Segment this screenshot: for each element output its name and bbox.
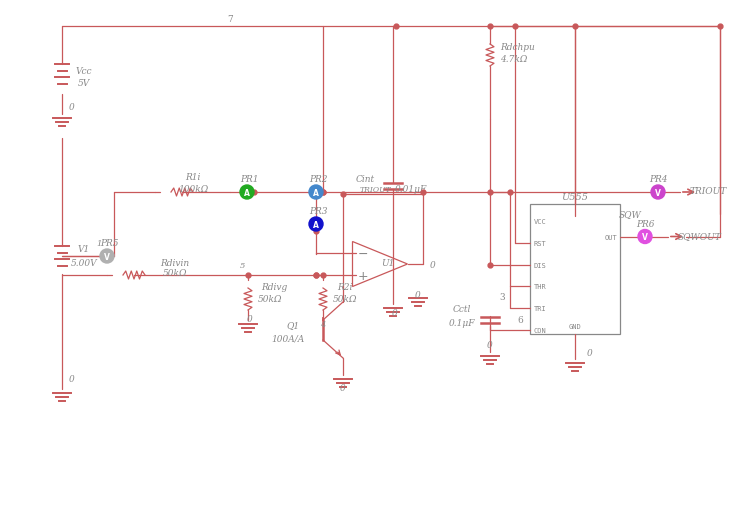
Text: V: V: [104, 252, 110, 261]
Text: U1: U1: [381, 258, 395, 267]
Text: 0: 0: [247, 314, 253, 323]
Bar: [530, 205, 620, 334]
Text: 5V: 5V: [78, 78, 90, 88]
Text: 0: 0: [587, 348, 593, 357]
Text: A: A: [244, 188, 250, 197]
Text: DIS: DIS: [534, 262, 547, 268]
Text: −: −: [358, 247, 368, 260]
Text: R2i: R2i: [337, 283, 352, 292]
Text: Q1: Q1: [286, 321, 299, 330]
Circle shape: [100, 249, 114, 264]
Text: 0.1μF: 0.1μF: [448, 318, 475, 327]
Circle shape: [651, 186, 665, 200]
Text: 7: 7: [227, 14, 233, 23]
Text: Rdivin: Rdivin: [160, 258, 189, 267]
Text: Cctl: Cctl: [453, 305, 471, 314]
Text: 6: 6: [517, 316, 523, 325]
Text: 0: 0: [392, 308, 398, 317]
Text: 0: 0: [430, 261, 436, 270]
Text: A: A: [313, 220, 319, 229]
Text: 0: 0: [487, 340, 493, 349]
Text: PR2: PR2: [308, 174, 327, 183]
Text: PR6: PR6: [635, 219, 654, 229]
Text: TRIOUT: TRIOUT: [689, 187, 726, 196]
Text: A: A: [313, 188, 319, 197]
Text: 50kΩ: 50kΩ: [258, 295, 282, 304]
Text: Rdchpu: Rdchpu: [501, 42, 536, 51]
Text: SQWOUT: SQWOUT: [678, 232, 722, 241]
Text: 4.7kΩ: 4.7kΩ: [501, 55, 527, 64]
Circle shape: [309, 186, 323, 200]
Text: +: +: [357, 269, 368, 282]
Text: V: V: [642, 233, 648, 242]
Circle shape: [309, 217, 323, 232]
Text: TRIOUT: TRIOUT: [359, 186, 391, 193]
Text: 0: 0: [69, 375, 75, 384]
Text: 100kΩ: 100kΩ: [178, 184, 208, 193]
Text: PR3: PR3: [308, 206, 327, 215]
Circle shape: [638, 230, 652, 244]
Text: 0: 0: [415, 290, 421, 299]
Text: TRI: TRI: [534, 305, 547, 312]
Text: 0: 0: [69, 102, 75, 111]
Text: PR1: PR1: [240, 174, 259, 183]
Text: VCC: VCC: [534, 219, 547, 225]
Text: V: V: [655, 188, 661, 197]
Text: R1i: R1i: [186, 173, 200, 182]
Text: 50kΩ: 50kΩ: [162, 269, 187, 278]
Text: GND: GND: [568, 323, 581, 329]
Text: 100A/A: 100A/A: [271, 334, 305, 343]
Text: PR5: PR5: [100, 239, 118, 248]
Text: U555: U555: [562, 192, 589, 201]
Text: Rdivg: Rdivg: [261, 283, 287, 292]
Text: OUT: OUT: [604, 234, 617, 240]
Text: 4: 4: [320, 320, 326, 328]
Text: V1: V1: [78, 245, 90, 254]
Text: RST: RST: [534, 241, 547, 246]
Text: 0: 0: [340, 384, 346, 393]
Text: THR: THR: [534, 284, 547, 290]
Text: 50kΩ: 50kΩ: [333, 295, 358, 304]
Text: 1: 1: [96, 240, 101, 247]
Text: Vcc: Vcc: [76, 66, 92, 75]
Text: 5: 5: [239, 262, 244, 269]
Text: Cint: Cint: [355, 174, 375, 183]
Circle shape: [240, 186, 254, 200]
Text: SQW: SQW: [618, 210, 641, 218]
Text: PR4: PR4: [649, 174, 668, 183]
Text: CON: CON: [534, 327, 547, 333]
Text: 5.00V: 5.00V: [71, 258, 98, 267]
Text: 3: 3: [499, 292, 505, 301]
Text: 0.01μF: 0.01μF: [395, 184, 427, 193]
